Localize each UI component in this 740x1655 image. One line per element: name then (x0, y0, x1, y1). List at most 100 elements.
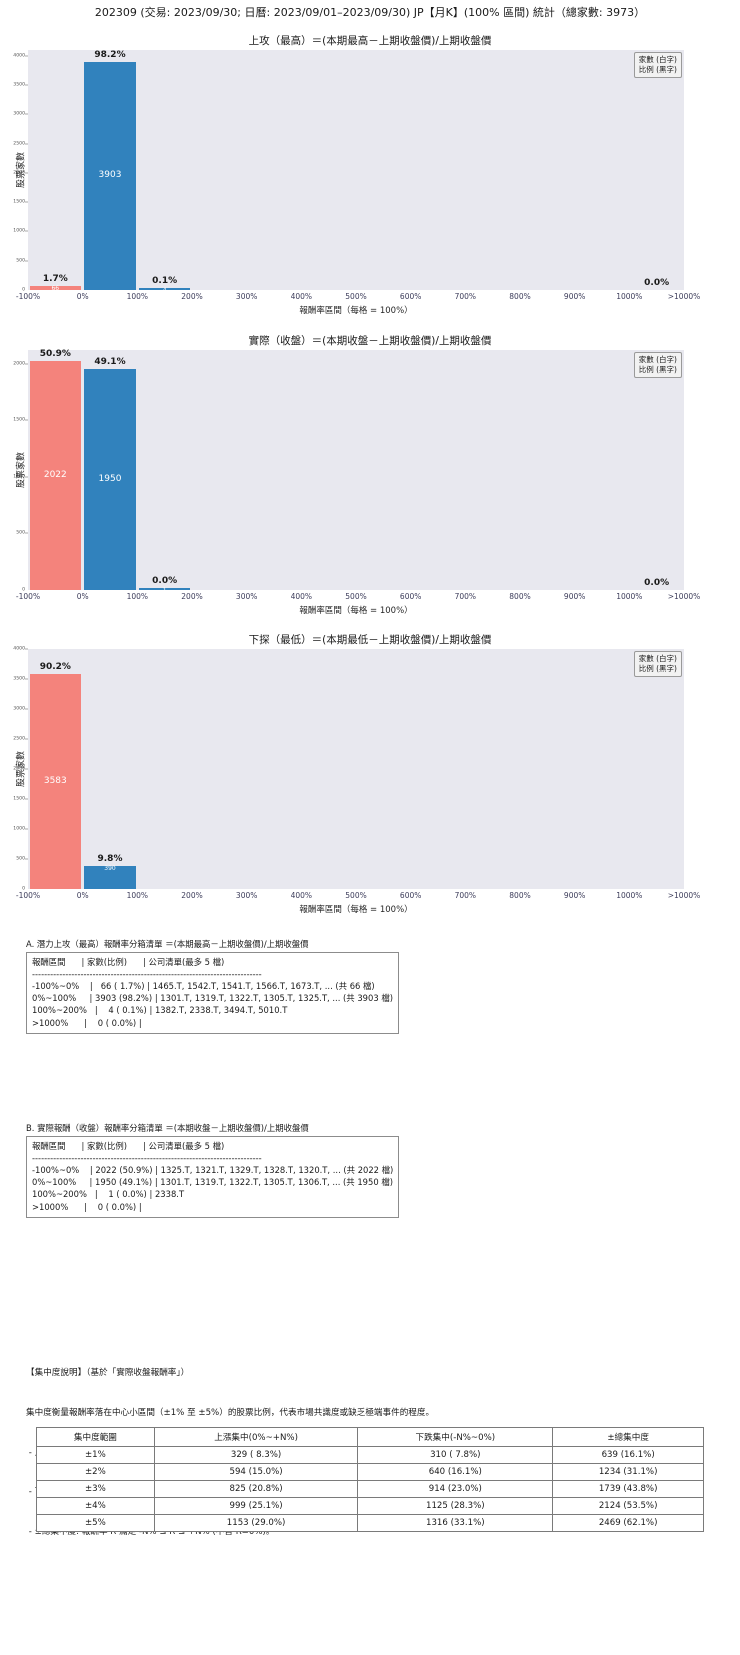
x-axis-tick: 100% (126, 292, 149, 301)
note-line-2: 集中度衡量報酬率落在中心小區間（±1% 至 ±5%）的股票比例，代表市場共識度或… (26, 1407, 435, 1418)
y-axis-tick: 500 (16, 530, 25, 536)
chart-title: 上攻（最高）＝(本期最高－上期收盤價)/上期收盤價 (248, 35, 492, 47)
y-axis-tick: 1000 (13, 826, 25, 832)
x-axis-tick: >1000% (667, 292, 701, 301)
y-axis-tick: 3000 (13, 706, 25, 712)
x-axis-tick: 100% (126, 891, 149, 900)
x-axis-tick: 800% (509, 292, 531, 301)
table-cell: 1125 (28.3%) (357, 1497, 554, 1515)
x-axis-tick: 200% (181, 292, 203, 301)
y-axis-tick: 3500 (13, 82, 25, 88)
panel-a: A. 潛力上攻（最高）報酬率分箱清單 ＝(本期最高－上期收盤價)/上期收盤價 報… (26, 938, 399, 1034)
x-axis-tick: 0% (76, 891, 89, 900)
y-axis-tick: 1000 (13, 474, 25, 480)
plot-wrapper: 90.2% 3583 9.8% 390 股票家數 家數 (白字) 比例 (黑字) 50… (13, 647, 700, 916)
bar: 98.2% 3903 (84, 50, 136, 290)
y-axis-tick: 500 (16, 258, 25, 264)
x-axis-tick: 200% (181, 891, 203, 900)
y-axis-tickmark (25, 828, 28, 830)
bar-percent-label: 0.0% (644, 278, 670, 288)
x-axis-tick: 500% (345, 292, 367, 301)
y-axis-tickmark (25, 55, 28, 57)
x-axis-tick: 700% (454, 292, 477, 301)
chart-down-probe: 下探（最低）＝(本期最低－上期收盤價)/上期收盤價 90.2% 3583 9.8% 3… (0, 633, 740, 916)
bar: 0.1% 4 (138, 276, 191, 294)
bar-count-label: 4 (162, 287, 167, 294)
table-cell: 1153 (29.0%) (153, 1514, 359, 1532)
table-header-cell: 下跌集中(-N%~0%) (357, 1427, 554, 1447)
x-axis-tick: 600% (399, 592, 422, 601)
y-axis-tickmark (25, 476, 28, 478)
panel-a-body: 報酬區間 | 家數(比例) | 公司清單(最多 5 檔) -----------… (26, 951, 399, 1034)
x-axis-tick: -100% (15, 292, 41, 301)
bar-percent-label: 0.0% (644, 578, 670, 588)
bar-percent-label: 9.8% (97, 853, 123, 864)
bar-percent-label: 50.9% (39, 349, 71, 360)
y-axis-tickmark (25, 858, 28, 860)
x-axis-tick: 300% (235, 891, 258, 900)
y-axis-tickmark (25, 532, 28, 534)
note-line-1: 【集中度說明】（基於「實際收盤報酬率」） (26, 1367, 190, 1378)
legend-line-2: 比例 (黑字) (638, 65, 677, 75)
x-axis-tick: -100% (15, 592, 41, 601)
x-axis-tick: 500% (345, 592, 367, 601)
x-axis-label: 報酬率區間（每格 = 100%） (299, 606, 413, 616)
x-axis-tick: 900% (563, 292, 586, 301)
y-axis-tickmark (25, 419, 28, 421)
x-axis-tick: 300% (235, 292, 258, 301)
chart-actual-close: 實際（收盤）＝(本期收盤－上期收盤價)/上期收盤價 50.9% 2022 49.1%… (0, 334, 740, 616)
bar: 0.0% 1 (138, 576, 191, 594)
plot-wrapper: 1.7% 66 98.2% 3903 0.1% 4 0.0% 股票家數 家數 (白字) 比例… (13, 50, 700, 316)
x-axis-label: 報酬率區間（每格 = 100%） (299, 905, 413, 915)
table-cell: 1739 (43.8%) (552, 1480, 704, 1498)
y-axis-tick: 0 (22, 587, 25, 593)
x-axis-tick: 1000% (616, 292, 643, 301)
bar-count-label: 3903 (98, 169, 122, 180)
x-axis-tick: >1000% (667, 891, 701, 900)
x-axis-tick: 500% (345, 891, 367, 900)
y-axis-tick: 3000 (13, 111, 25, 117)
table-cell: 1316 (33.1%) (357, 1514, 554, 1532)
bar-percent-label: 0.1% (152, 276, 178, 286)
y-axis-tick: 0 (22, 886, 25, 892)
panel-b-body: 報酬區間 | 家數(比例) | 公司清單(最多 5 檔) -----------… (26, 1135, 400, 1218)
legend-line-1: 家數 (白字) (638, 654, 677, 663)
table-row: ±5% 1153 (29.0%) 1316 (33.1%) 2469 (62.1%) (36, 1514, 704, 1532)
bar-count-label: 2022 (43, 469, 67, 480)
y-axis-tickmark (25, 798, 28, 800)
table-cell: ±4% (36, 1497, 155, 1515)
table-cell: 914 (23.0%) (357, 1480, 554, 1498)
y-axis-tickmark (25, 363, 28, 365)
table-header-cell: 集中度範圍 (36, 1427, 155, 1447)
y-axis-tickmark (25, 768, 28, 770)
legend-box: 家數 (白字) 比例 (黑字) (633, 352, 682, 379)
chart-title: 實際（收盤）＝(本期收盤－上期收盤價)/上期收盤價 (248, 335, 492, 347)
y-axis-tick: 2500 (13, 736, 25, 742)
y-axis-tickmark (25, 84, 28, 86)
x-axis-tick: 800% (509, 891, 531, 900)
panel-b: B. 實際報酬（收盤）報酬率分箱清單 ＝(本期收盤－上期收盤價)/上期收盤價 報… (26, 1122, 400, 1218)
table-cell: ±1% (36, 1446, 155, 1464)
table-header-row: 集中度範圍 上漲集中(0%~+N%) 下跌集中(-N%~0%) ±總集中度 (36, 1427, 704, 1447)
table-cell: ±3% (36, 1480, 155, 1498)
x-axis-tick: 1000% (616, 592, 643, 601)
y-axis-tick: 4000 (13, 53, 25, 59)
y-axis-tickmark (25, 143, 28, 145)
y-axis-tick: 500 (16, 856, 25, 862)
y-axis-tick: 1500 (13, 417, 25, 423)
table-row: ±2% 594 (15.0%) 640 (16.1%) 1234 (31.1%) (36, 1463, 704, 1481)
plot-area: 1.7% 66 98.2% 3903 0.1% 4 0.0% (28, 50, 684, 294)
bar-count-label: 3583 (43, 775, 67, 786)
bar-percent-label: 0.0% (152, 576, 178, 586)
table-cell: 329 ( 8.3%) (153, 1446, 359, 1464)
bar-count-label: 1950 (98, 473, 122, 484)
y-axis-tickmark (25, 648, 28, 650)
plot-wrapper: 50.9% 2022 49.1% 1950 0.0% 1 0.0% 股票家數 家數 (白字)… (13, 349, 700, 616)
concentration-table: 集中度範圍 上漲集中(0%~+N%) 下跌集中(-N%~0%) ±總集中度 ±1% 32… (36, 1427, 704, 1532)
y-axis-tickmark (25, 708, 28, 710)
bar-count-label: 390 (104, 864, 116, 872)
legend-line-1: 家數 (白字) (638, 55, 677, 64)
x-axis-tick: -100% (15, 891, 41, 900)
bar: 50.9% 2022 (29, 349, 81, 590)
table-cell: 825 (20.8%) (153, 1480, 359, 1498)
